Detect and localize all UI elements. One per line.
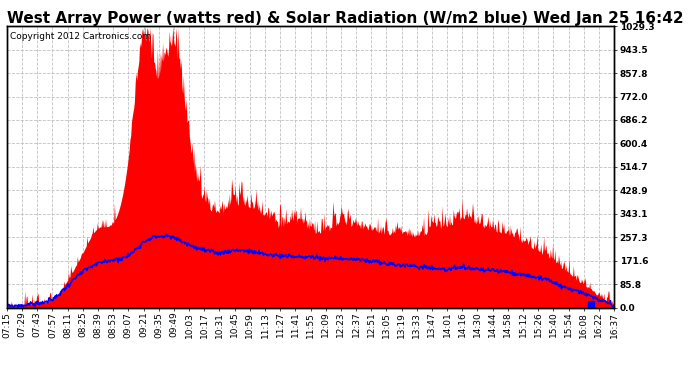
Text: West Array Power (watts red) & Solar Radiation (W/m2 blue) Wed Jan 25 16:42: West Array Power (watts red) & Solar Rad… — [7, 11, 683, 26]
Text: Copyright 2012 Cartronics.com: Copyright 2012 Cartronics.com — [10, 32, 151, 41]
